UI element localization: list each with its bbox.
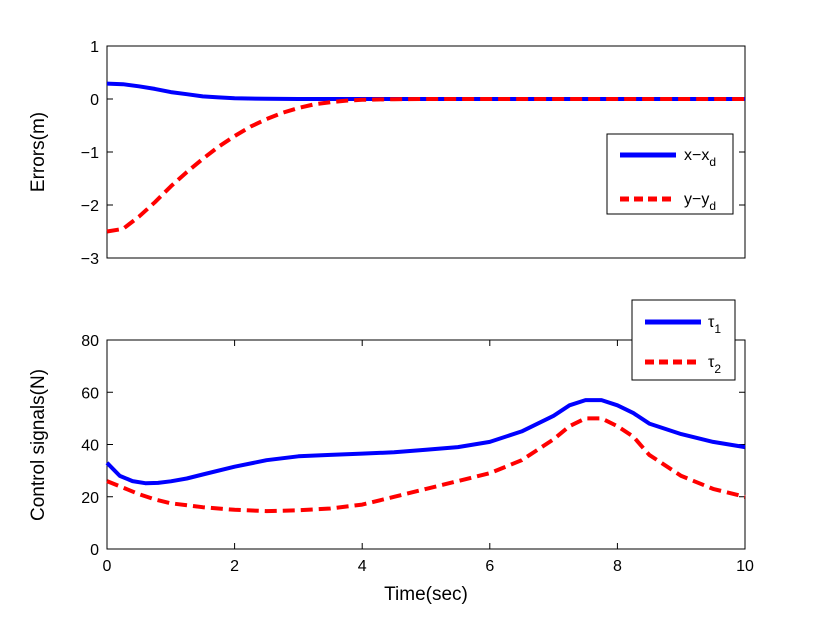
- control-axes: 80 60 40 20 00 2 4 6 8 10 Control signals(N) Time…: [28, 299, 754, 605]
- legend-label-y-error: y−yd: [684, 191, 716, 213]
- y-tick-label: 0: [90, 542, 99, 559]
- series-line-y-y-d: [106, 97, 745, 234]
- control-ticks: 80 60 40 20 00 2 4 6 8 10: [81, 333, 754, 575]
- x-tick-label: 4: [358, 558, 367, 575]
- legend-label-x-error: x−xd: [684, 147, 716, 169]
- x-tick-label: 6: [485, 558, 494, 575]
- series-line-tau-1: [105, 398, 746, 486]
- errors-legend: x−xd y−yd: [606, 133, 734, 215]
- y-tick-label: 0: [90, 92, 99, 109]
- control-y-axis-label: Control signals(N): [28, 369, 49, 521]
- errors-axes: 1 0 −1 −2 −3 Errors(m) x−xd y−yd: [28, 39, 746, 268]
- y-tick-label: 60: [81, 385, 99, 402]
- series-line-tau-2: [106, 416, 746, 514]
- x-tick-label: 0: [103, 558, 112, 575]
- series-line-x-x-d: [106, 81, 745, 101]
- y-tick-label: 80: [81, 333, 99, 350]
- y-tick-label: 1: [90, 39, 99, 56]
- control-series-group: [105, 398, 746, 514]
- legend-label-tau1: τ1: [708, 314, 721, 336]
- x-tick-label: 2: [230, 558, 239, 575]
- legend-label-tau2: τ2: [708, 354, 721, 376]
- y-tick-label: −1: [81, 145, 99, 162]
- control-legend-box: [631, 299, 736, 381]
- errors-series-group: [106, 81, 745, 234]
- y-tick-label: 20: [81, 490, 99, 507]
- errors-y-axis-label: Errors(m): [28, 112, 49, 192]
- y-tick-label: 40: [81, 438, 99, 455]
- control-legend: τ1 τ2: [631, 299, 736, 381]
- y-tick-label: −3: [81, 251, 99, 268]
- control-x-axis-label: Time(sec): [384, 584, 468, 605]
- y-tick-label: −2: [81, 198, 99, 215]
- x-tick-label: 10: [736, 558, 754, 575]
- x-tick-label: 8: [613, 558, 622, 575]
